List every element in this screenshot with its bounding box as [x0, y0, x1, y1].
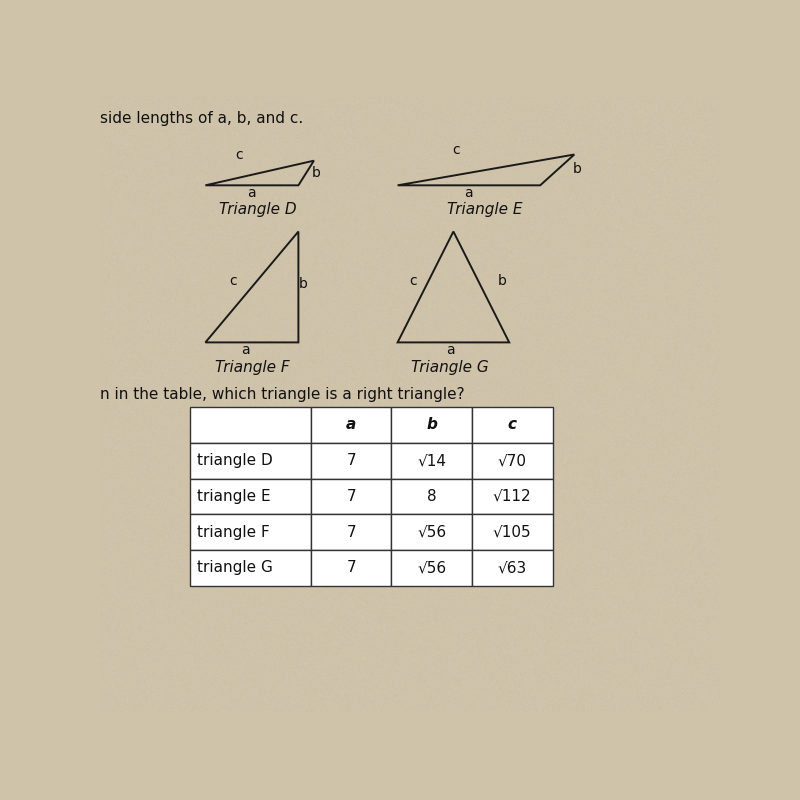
Bar: [391, 514, 472, 550]
Text: √56: √56: [417, 525, 446, 540]
Text: a: a: [446, 342, 454, 357]
Text: 7: 7: [346, 560, 356, 575]
Text: √14: √14: [418, 453, 446, 468]
Text: b: b: [498, 274, 506, 288]
Bar: [472, 478, 553, 514]
Text: 7: 7: [346, 489, 356, 504]
Bar: [190, 443, 310, 478]
Text: triangle F: triangle F: [198, 525, 270, 540]
Text: b: b: [311, 166, 320, 180]
Bar: [391, 407, 472, 443]
Text: Triangle F: Triangle F: [214, 360, 290, 374]
Bar: [391, 478, 472, 514]
Bar: [391, 550, 472, 586]
Text: a: a: [247, 186, 256, 200]
Bar: [190, 407, 310, 443]
Bar: [310, 443, 391, 478]
Text: c: c: [410, 274, 417, 288]
Text: Triangle G: Triangle G: [411, 360, 489, 374]
Text: a: a: [346, 418, 356, 433]
Text: √70: √70: [498, 453, 526, 468]
Bar: [310, 478, 391, 514]
Text: c: c: [230, 274, 237, 288]
Bar: [310, 407, 391, 443]
Bar: [190, 514, 310, 550]
Text: √56: √56: [417, 560, 446, 575]
Bar: [310, 550, 391, 586]
Text: side lengths of a, b, and c.: side lengths of a, b, and c.: [100, 111, 303, 126]
Bar: [190, 478, 310, 514]
Text: triangle D: triangle D: [198, 453, 273, 468]
Text: 7: 7: [346, 453, 356, 468]
Text: √112: √112: [493, 489, 532, 504]
Text: c: c: [508, 418, 517, 433]
Text: b: b: [426, 418, 437, 433]
Bar: [310, 514, 391, 550]
Bar: [472, 514, 553, 550]
Text: 7: 7: [346, 525, 356, 540]
Bar: [190, 550, 310, 586]
Text: c: c: [453, 142, 460, 157]
Text: √105: √105: [493, 525, 532, 540]
Text: c: c: [236, 147, 243, 162]
Text: Triangle E: Triangle E: [446, 202, 522, 217]
Text: a: a: [242, 342, 250, 357]
Text: √63: √63: [498, 560, 527, 575]
Text: 8: 8: [427, 489, 437, 504]
Text: a: a: [465, 186, 474, 200]
Bar: [472, 407, 553, 443]
Text: triangle E: triangle E: [198, 489, 271, 504]
Text: n in the table, which triangle is a right triangle?: n in the table, which triangle is a righ…: [100, 387, 465, 402]
Text: Triangle D: Triangle D: [219, 202, 297, 217]
Text: b: b: [573, 162, 582, 176]
Bar: [472, 443, 553, 478]
Bar: [472, 550, 553, 586]
Bar: [391, 443, 472, 478]
Text: b: b: [299, 277, 308, 291]
Text: triangle G: triangle G: [198, 560, 274, 575]
